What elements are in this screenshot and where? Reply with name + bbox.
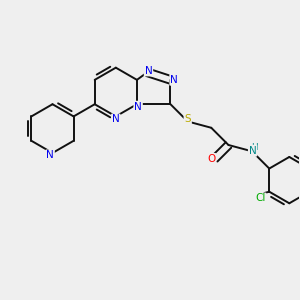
Text: N: N — [170, 75, 178, 85]
Text: N: N — [112, 114, 120, 124]
Text: O: O — [207, 154, 215, 164]
Text: N: N — [46, 150, 54, 161]
Text: N: N — [249, 146, 256, 156]
Text: N: N — [134, 102, 142, 112]
Text: Cl: Cl — [255, 194, 266, 203]
Text: N: N — [145, 65, 152, 76]
Text: H: H — [251, 143, 258, 152]
Text: S: S — [184, 114, 191, 124]
